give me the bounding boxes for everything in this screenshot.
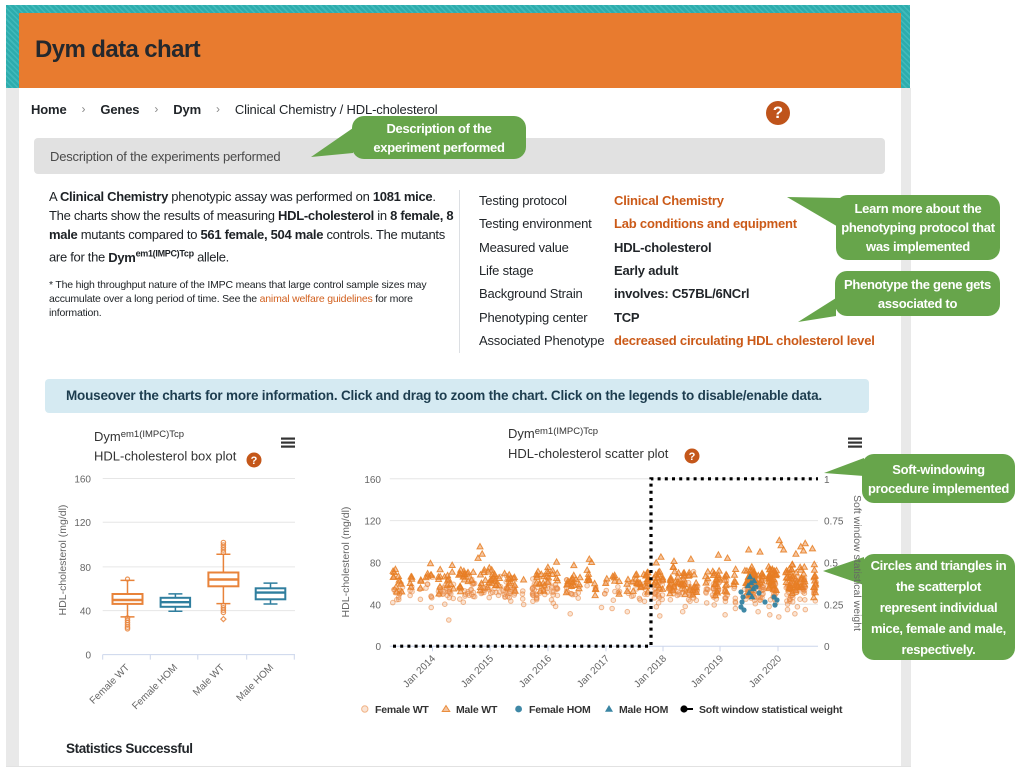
svg-text:120: 120: [74, 518, 91, 529]
svg-text:Jan 2020: Jan 2020: [747, 653, 784, 690]
svg-text:0: 0: [85, 651, 91, 662]
svg-text:0.75: 0.75: [824, 517, 844, 528]
svg-text:80: 80: [80, 563, 92, 574]
svg-text:Female WT: Female WT: [375, 704, 429, 716]
svg-text:Jan 2016: Jan 2016: [517, 653, 554, 690]
svg-text:HDL-cholesterol box plot: HDL-cholesterol box plot: [94, 449, 237, 464]
svg-text:1: 1: [824, 475, 830, 486]
svg-text:Female WT: Female WT: [88, 662, 132, 706]
svg-text:Male WT: Male WT: [191, 662, 227, 698]
svg-text:160: 160: [364, 475, 381, 486]
svg-text:Jan 2014: Jan 2014: [401, 653, 438, 690]
svg-text:Female HOM: Female HOM: [529, 704, 591, 716]
svg-text:40: 40: [80, 607, 92, 618]
svg-text:?: ?: [251, 455, 258, 467]
svg-text:0: 0: [375, 642, 381, 653]
svg-text:HDL-cholesterol scatter plot: HDL-cholesterol scatter plot: [508, 446, 669, 461]
svg-text:Soft window statistical weight: Soft window statistical weight: [851, 495, 863, 631]
svg-text:0.25: 0.25: [824, 600, 844, 611]
svg-text:Male WT: Male WT: [456, 704, 498, 716]
svg-text:Female HOM: Female HOM: [130, 662, 180, 712]
svg-text:Jan 2017: Jan 2017: [575, 653, 612, 690]
svg-text:120: 120: [364, 517, 381, 528]
svg-text:HDL-cholesterol (mg/dl): HDL-cholesterol (mg/dl): [57, 505, 69, 616]
svg-text:160: 160: [74, 475, 91, 486]
svg-text:?: ?: [689, 451, 696, 463]
svg-text:Dymem1(IMPC)Tcp: Dymem1(IMPC)Tcp: [94, 429, 184, 444]
svg-text:0.5: 0.5: [824, 559, 838, 570]
svg-text:0: 0: [824, 642, 830, 653]
svg-text:Male HOM: Male HOM: [619, 704, 669, 716]
svg-text:Jan 2018: Jan 2018: [632, 653, 669, 690]
svg-text:Dymem1(IMPC)Tcp: Dymem1(IMPC)Tcp: [508, 426, 598, 441]
svg-text:HDL-cholesterol (mg/dl): HDL-cholesterol (mg/dl): [340, 507, 352, 618]
svg-text:40: 40: [370, 600, 382, 611]
svg-text:80: 80: [370, 559, 382, 570]
svg-text:Jan 2015: Jan 2015: [459, 653, 496, 690]
svg-text:Soft window statistical weight: Soft window statistical weight: [699, 704, 843, 716]
svg-text:Male HOM: Male HOM: [235, 662, 277, 704]
svg-text:Jan 2019: Jan 2019: [689, 653, 726, 690]
